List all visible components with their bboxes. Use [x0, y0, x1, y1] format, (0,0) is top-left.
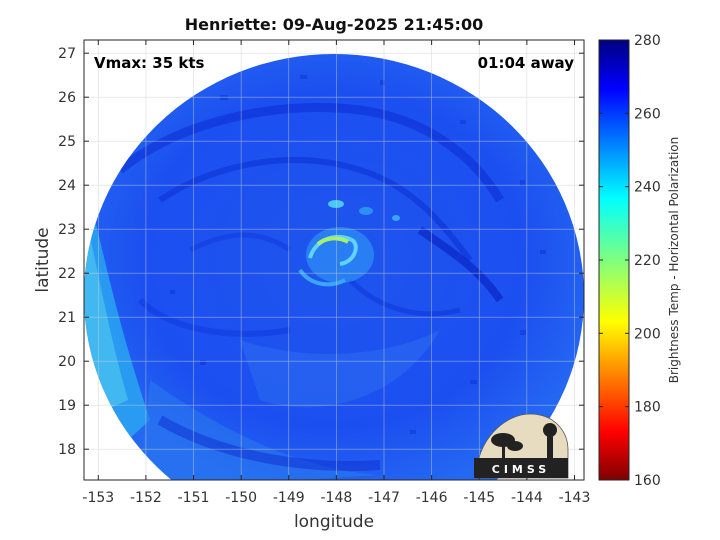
- colorbar-tick-label: 220: [634, 253, 661, 269]
- x-tick-label: -149: [273, 490, 305, 506]
- x-tick-label: -151: [178, 490, 210, 506]
- colorbar-tick-label: 180: [634, 400, 661, 416]
- axes-frame: [83, 39, 585, 481]
- y-axis: 18 19 20 21 22 23 24 25 26 27: [58, 46, 584, 458]
- vmax-annotation: Vmax: 35 kts: [94, 54, 204, 72]
- colorbar-tick-label: 240: [634, 180, 661, 196]
- y-tick-label: 27: [58, 46, 76, 62]
- swath-field: [84, 54, 584, 480]
- time-offset-annotation: 01:04 away: [478, 54, 575, 72]
- colorbar-ticks: 160 180 200 220 240 260 280: [599, 33, 661, 489]
- x-tick-label: -150: [225, 490, 257, 506]
- x-tick-label: -148: [320, 490, 352, 506]
- x-tick-label: -144: [511, 490, 543, 506]
- grid-lines: [84, 40, 584, 480]
- colorbar-tick-label: 280: [634, 33, 661, 49]
- y-tick-label: 21: [58, 310, 76, 326]
- x-axis: -153 -152 -151 -150 -149 -148 -147 -146 -145 -144…: [82, 40, 590, 506]
- y-tick-label: 23: [58, 222, 76, 238]
- y-tick-label: 26: [58, 90, 76, 106]
- x-tick-label: -152: [130, 490, 162, 506]
- y-tick-label: 24: [58, 178, 76, 194]
- chart-title: Henriette: 09-Aug-2025 21:45:00: [185, 15, 483, 34]
- x-tick-label: -146: [416, 490, 448, 506]
- x-tick-label: -143: [559, 490, 591, 506]
- x-tick-label: -145: [463, 490, 495, 506]
- y-tick-label: 25: [58, 134, 76, 150]
- colorbar: [598, 39, 630, 481]
- x-tick-label: -147: [368, 490, 400, 506]
- y-axis-label: latitude: [33, 227, 53, 292]
- logo-text: CIMSS: [492, 463, 550, 476]
- y-tick-label: 18: [58, 442, 76, 458]
- x-axis-label: longitude: [294, 512, 374, 532]
- colorbar-tick-label: 260: [634, 106, 661, 122]
- x-tick-label: -153: [82, 490, 114, 506]
- cimss-logo: CIMSS: [474, 413, 569, 479]
- y-tick-label: 19: [58, 398, 76, 414]
- y-tick-label: 20: [58, 354, 76, 370]
- colorbar-label: Brightness Temp - Horizontal Polarizatio…: [667, 137, 681, 384]
- y-tick-label: 22: [58, 266, 76, 282]
- colorbar-tick-label: 160: [634, 473, 661, 489]
- colorbar-tick-label: 200: [634, 326, 661, 342]
